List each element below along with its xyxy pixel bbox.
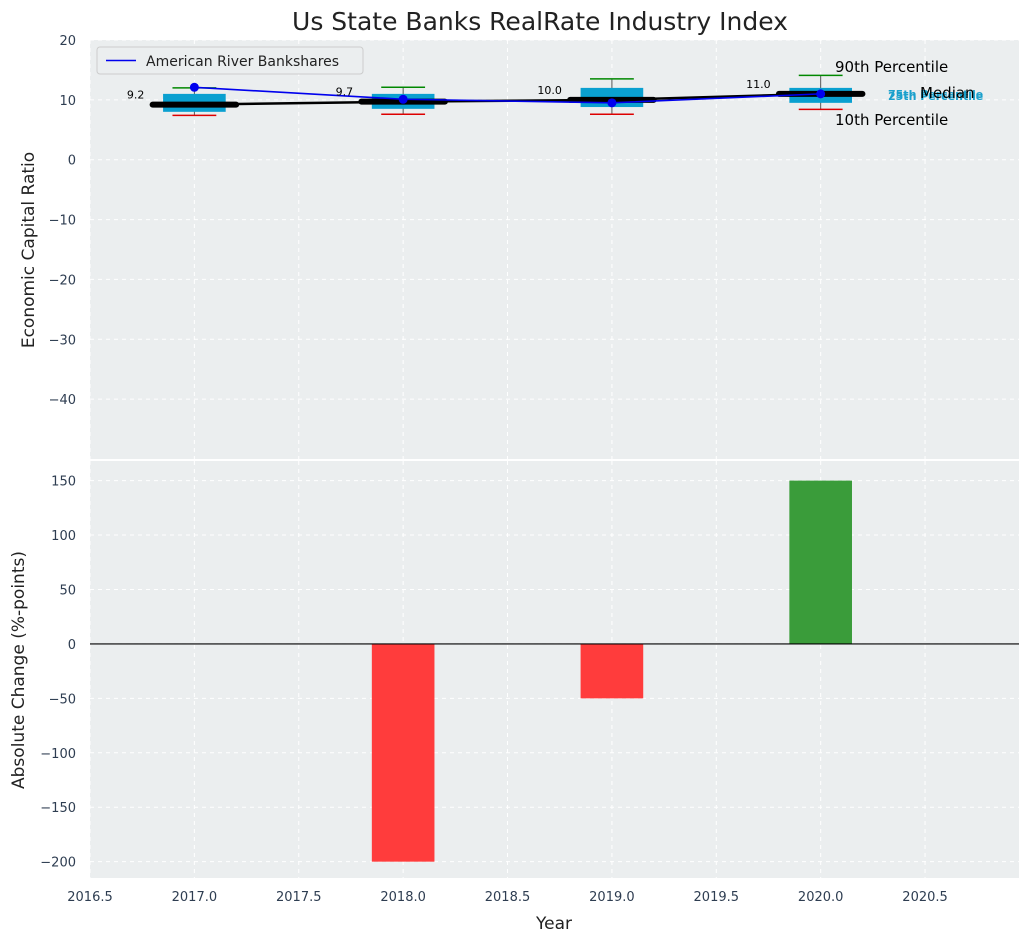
x-tick-label: 2018.0 <box>380 890 426 905</box>
change-bar <box>371 643 435 862</box>
top-y-tick-label: −40 <box>49 393 76 408</box>
company-point <box>189 82 199 92</box>
median-value-label: 10.0 <box>537 84 562 97</box>
p90-label: 90th Percentile <box>835 58 948 76</box>
median-label: Median <box>920 84 975 102</box>
change-bars <box>371 480 852 862</box>
percentile-labels: 75th Percentile 25th Percentile 90th Per… <box>835 58 983 129</box>
top-y-tick-label: 20 <box>59 34 76 49</box>
x-tick-label: 2016.5 <box>67 890 113 905</box>
bottom-y-tick-label: 100 <box>51 529 76 544</box>
p10-label: 10th Percentile <box>835 111 948 129</box>
median-value-label: 11.0 <box>746 78 771 91</box>
x-ticks: 2016.5 2017.0 2017.5 2018.0 2018.5 2019.0 2019… <box>67 890 948 905</box>
bottom-y-tick-label: −200 <box>40 856 76 871</box>
p75-label: 75th Percentile <box>888 88 983 101</box>
bottom-y-tick-label: −50 <box>49 692 76 707</box>
top-plot-area <box>90 40 1019 459</box>
legend-box <box>96 46 364 75</box>
change-bar <box>580 643 644 699</box>
bottom-y-tick-label: 50 <box>59 583 76 598</box>
top-y-axis-label: Economic Capital Ratio <box>19 152 39 348</box>
chart-title: Us State Banks RealRate Industry Index <box>292 7 788 36</box>
company-point <box>607 98 617 108</box>
top-y-tick-label: 10 <box>59 94 76 109</box>
bottom-plot-area <box>90 461 1019 878</box>
bottom-y-tick-label: −100 <box>40 747 76 762</box>
top-panel: 20 10 0 −10 −20 −30 −40 9.2 9.7 10.0 11.0 75th Pe… <box>19 7 1019 459</box>
x-tick-label: 2017.0 <box>172 890 218 905</box>
median-value-label: 9.7 <box>336 86 354 99</box>
p25-label: 25th Percentile <box>888 90 983 103</box>
median-labels: 9.2 9.7 10.0 11.0 <box>127 78 771 102</box>
change-bar <box>789 480 852 644</box>
legend: American River Bankshares <box>96 46 364 75</box>
bottom-y-tick-label: −150 <box>40 801 76 816</box>
company-series <box>189 82 826 108</box>
x-tick-label: 2019.0 <box>589 890 635 905</box>
legend-label-company: American River Bankshares <box>146 54 339 70</box>
top-y-tick-label: 0 <box>68 154 76 169</box>
x-tick-label: 2017.5 <box>276 890 322 905</box>
company-line <box>194 86 821 104</box>
x-axis-label: Year <box>535 914 572 934</box>
median-value-label: 9.2 <box>127 89 145 102</box>
x-tick-label: 2019.5 <box>694 890 740 905</box>
top-y-ticks: 20 10 0 −10 −20 −30 −40 <box>49 34 76 408</box>
bottom-y-tick-label: 0 <box>68 638 76 653</box>
x-tick-label: 2018.5 <box>485 890 531 905</box>
x-tick-label: 2020.0 <box>798 890 844 905</box>
bottom-y-ticks: 150 100 50 0 −50 −100 −150 −200 <box>40 475 76 871</box>
bottom-y-axis-label: Absolute Change (%-points) <box>9 551 29 789</box>
top-y-tick-label: −10 <box>49 214 76 229</box>
x-tick-label: 2020.5 <box>902 890 948 905</box>
company-point <box>816 89 826 99</box>
top-y-tick-label: −30 <box>49 333 76 348</box>
company-point <box>398 94 408 104</box>
top-y-tick-label: −20 <box>49 273 76 288</box>
bottom-y-tick-label: 150 <box>51 475 76 490</box>
